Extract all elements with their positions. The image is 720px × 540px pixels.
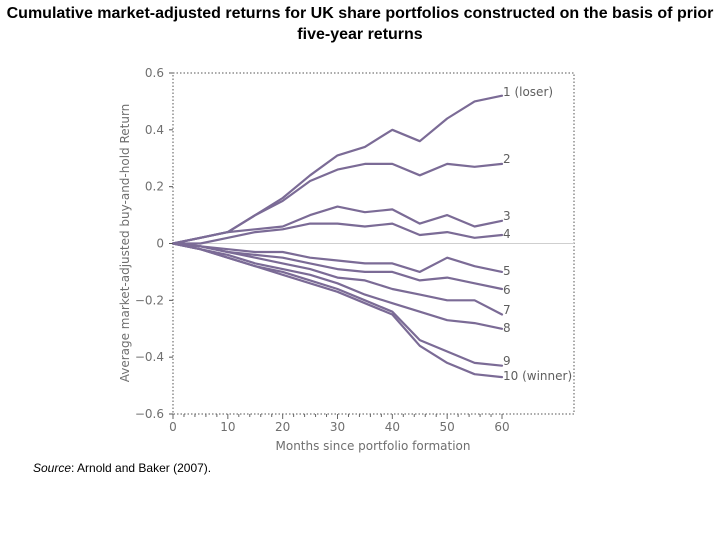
- series-label-3: 3: [503, 209, 511, 223]
- series-line-7: [171, 242, 504, 316]
- series-label-7: 7: [503, 303, 511, 317]
- y-tick-label: 0.2: [145, 180, 164, 194]
- y-tick-label: −0.4: [135, 350, 164, 364]
- x-tick-label: 10: [220, 420, 235, 434]
- y-tick-label: −0.2: [135, 293, 164, 307]
- series-labels: 1 (loser) 2 3 4 5 6 7 8 910 (winner): [503, 85, 572, 383]
- series-line-3: [171, 205, 504, 245]
- series-line-2: [171, 162, 504, 245]
- y-tick-label: 0.4: [145, 123, 164, 137]
- x-tick-label: 50: [440, 420, 455, 434]
- series-lines: [171, 94, 504, 379]
- source-text: : Arnold and Baker (2007).: [71, 461, 212, 475]
- series-label-2: 2: [503, 152, 511, 166]
- x-axis: 0 10 20 30 40 50 60: [169, 414, 510, 434]
- x-axis-label: Months since portfolio formation: [276, 439, 471, 453]
- series-label-9: 9: [503, 354, 511, 368]
- x-tick-label: 30: [330, 420, 345, 434]
- series-label-1: 1 (loser): [503, 85, 553, 99]
- x-tick-label: 0: [169, 420, 177, 434]
- series-label-8: 8: [503, 321, 511, 335]
- y-axis-label: Average market-adjusted buy-and-hold Ret…: [118, 104, 132, 383]
- series-line-8: [171, 242, 504, 330]
- chart-title: Cumulative market-adjusted returns for U…: [6, 5, 714, 43]
- source-prefix: Source: [33, 461, 72, 475]
- x-tick-label: 60: [494, 420, 509, 434]
- y-axis: 0.6 0.4 0.2 0 −0.2 −0.4 −0.6: [135, 66, 173, 421]
- source-note: Source: Arnold and Baker (2007).: [33, 461, 211, 475]
- series-label-4: 4: [503, 227, 511, 241]
- x-tick-label: 40: [385, 420, 400, 434]
- series-label-5: 5: [503, 264, 511, 278]
- y-tick-label: −0.6: [135, 407, 164, 421]
- y-tick-label: 0: [156, 237, 164, 251]
- series-line-9: [171, 242, 504, 367]
- x-tick-label: 20: [275, 420, 290, 434]
- series-line-10: [171, 242, 504, 379]
- series-line-5: [171, 242, 504, 273]
- series-label-6: 6: [503, 283, 511, 297]
- series-label-10: 10 (winner): [503, 369, 572, 383]
- y-tick-label: 0.6: [145, 66, 164, 80]
- series-line-4: [171, 222, 504, 245]
